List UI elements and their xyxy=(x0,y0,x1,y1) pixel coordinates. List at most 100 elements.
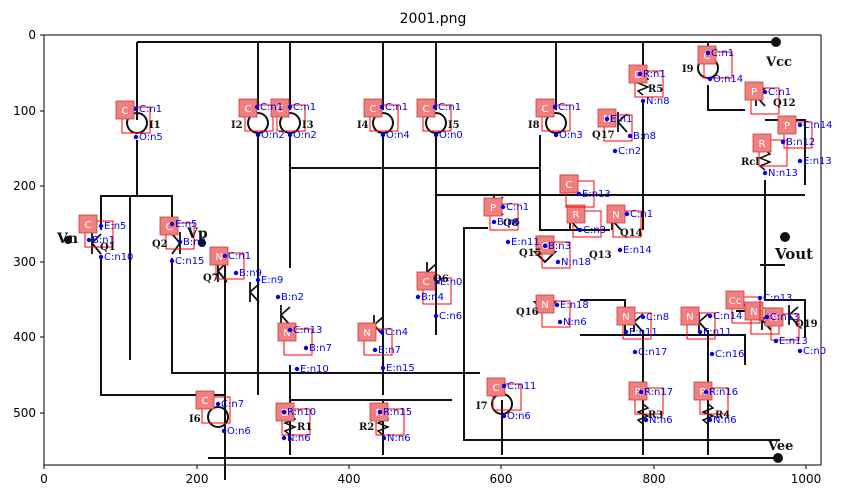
pin-label: B:n4 xyxy=(421,292,444,303)
circuit-wires xyxy=(100,41,806,480)
badge-background xyxy=(535,294,555,314)
pin-label: C:n14 xyxy=(713,311,742,322)
component-badge: C xyxy=(535,98,571,132)
pin-dot xyxy=(554,302,560,308)
pin-dot xyxy=(697,329,703,335)
badge-background xyxy=(195,390,215,410)
resistor-rcl-icon xyxy=(757,149,773,171)
pin-label: O:n3 xyxy=(559,130,583,141)
pin-label: E:n14 xyxy=(623,245,652,256)
pin-dot xyxy=(379,329,385,335)
badge-background xyxy=(752,133,772,153)
pin-dot xyxy=(133,134,139,140)
component-bounding-box xyxy=(283,328,313,356)
component-badge: R xyxy=(628,381,664,415)
pin-dot xyxy=(707,76,713,82)
label-q12: Q12 xyxy=(773,98,796,109)
component-bounding-box xyxy=(422,277,452,305)
pin-dot xyxy=(294,366,300,372)
y-tick-label: 0 xyxy=(28,28,36,42)
badge-background xyxy=(209,246,229,266)
pin-label: C:n2 xyxy=(618,146,641,157)
component-badge: N xyxy=(277,322,313,356)
label-q1: Q1 xyxy=(100,242,116,253)
component-bounding-box xyxy=(622,312,652,340)
pin-label: O:n6 xyxy=(227,426,251,437)
label-i9: I9 xyxy=(682,64,694,75)
label-q2: Q2 xyxy=(152,239,168,250)
pin-dot xyxy=(222,253,228,259)
pin-label: O:n14 xyxy=(713,74,743,85)
pin-dot xyxy=(557,319,563,325)
pin-dot xyxy=(773,338,779,344)
pin-dot xyxy=(433,313,439,319)
pin-label: C:n1 xyxy=(630,209,653,220)
badge-background xyxy=(566,204,586,224)
pin-label: E:n0 xyxy=(440,277,462,288)
pin-dot xyxy=(757,295,763,301)
label-r5: R5 xyxy=(648,84,663,95)
pin-dot xyxy=(287,104,293,110)
pin-dot xyxy=(432,104,438,110)
component-bounding-box xyxy=(281,408,311,436)
x-tick-label: 200 xyxy=(186,472,209,486)
badge-letter: C xyxy=(245,104,252,115)
label-q7: Q7 xyxy=(203,273,219,284)
component-bounding-box xyxy=(84,220,114,248)
badge-letter: P xyxy=(751,87,757,98)
pin-dot xyxy=(780,139,786,145)
component-badge: C xyxy=(270,98,306,132)
pin-label: E:n9 xyxy=(261,275,283,286)
component-bounding-box xyxy=(603,114,633,142)
component-badge: P xyxy=(777,115,813,149)
x-tick-label: 1000 xyxy=(791,472,822,486)
label-q6: Q6 xyxy=(433,274,449,285)
pin-label: B:n1 xyxy=(92,235,115,246)
component-badge: R xyxy=(566,204,602,238)
pin-dot xyxy=(797,122,803,128)
vcc-terminal xyxy=(771,37,781,47)
pin-label: C:n1 xyxy=(260,102,283,113)
pin-label: C:n1 xyxy=(768,87,791,98)
terminal-dots xyxy=(64,37,790,463)
pin-label: B:n8 xyxy=(633,131,656,142)
badge-letter: C xyxy=(202,396,209,407)
pin-dot xyxy=(221,428,227,434)
pin-label: E:n13 xyxy=(779,336,808,347)
pin-label: B:n6 xyxy=(497,217,520,228)
pin-label: R:n1 xyxy=(643,69,666,80)
pin-dot xyxy=(434,279,440,285)
pin-label: B:n2 xyxy=(183,237,206,248)
badge-letter: C xyxy=(566,180,573,191)
badge-background xyxy=(616,306,636,326)
label-i8: I8 xyxy=(528,120,540,131)
pin-dot xyxy=(501,413,507,419)
pin-label: N:n8 xyxy=(646,96,670,107)
pin-dot xyxy=(98,223,104,229)
pin-label: B:n7 xyxy=(378,345,401,356)
component-bounding-box xyxy=(572,210,602,238)
x-tick-label: 400 xyxy=(338,472,361,486)
pin-label: C:n7 xyxy=(221,399,244,410)
label-vout: Vout xyxy=(774,245,813,263)
pin-dot xyxy=(377,409,383,415)
pin-label: C:n0 xyxy=(803,346,826,357)
component-bounding-box xyxy=(634,387,664,415)
component-bounding-box xyxy=(758,139,788,167)
pin-dot xyxy=(86,237,92,243)
pin-label: C:n6 xyxy=(439,311,462,322)
vp-terminal xyxy=(198,239,206,247)
badge-letter: C xyxy=(704,51,711,62)
y-tick-label: 300 xyxy=(13,255,36,269)
component-bounding-box xyxy=(770,313,800,341)
component-badge: C xyxy=(159,216,195,250)
badge-background xyxy=(777,115,797,135)
component-badge: C xyxy=(559,174,595,208)
pin-label: E:n5 xyxy=(175,219,197,230)
pin-dot xyxy=(255,132,261,138)
badge-letter: C xyxy=(277,104,284,115)
badge-letter: N xyxy=(363,328,370,339)
badge-background xyxy=(78,214,98,234)
pin-label: B:n9 xyxy=(239,268,262,279)
